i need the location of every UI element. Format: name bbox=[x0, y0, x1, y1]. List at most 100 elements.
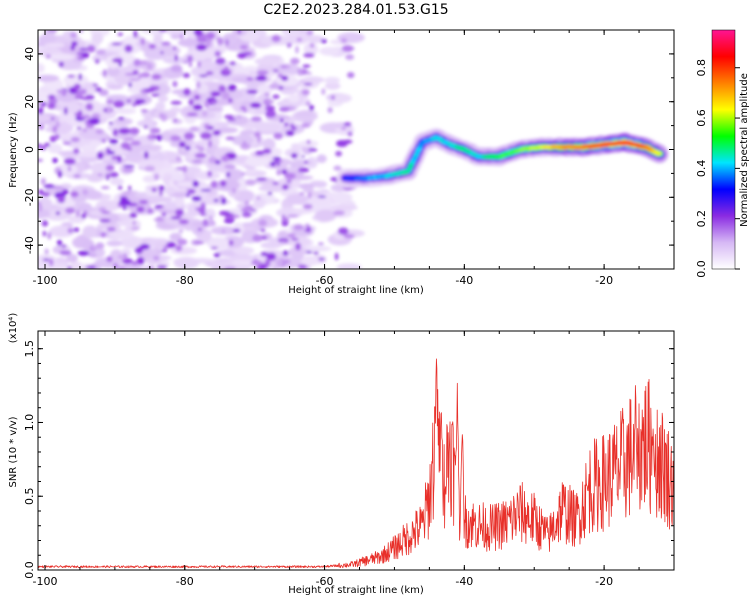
noise-speckle bbox=[117, 155, 122, 164]
noise-speckle bbox=[129, 78, 140, 82]
noise-speckle bbox=[221, 229, 225, 234]
noise-blob bbox=[215, 179, 241, 192]
noise-speckle bbox=[100, 186, 110, 190]
noise-speckle bbox=[112, 128, 118, 137]
noise-blob bbox=[236, 177, 248, 191]
noise-blob bbox=[292, 207, 314, 215]
noise-speckle bbox=[291, 237, 299, 241]
noise-speckle bbox=[148, 43, 157, 50]
noise-speckle bbox=[337, 227, 349, 235]
noise-speckle bbox=[208, 156, 217, 164]
noise-speckle bbox=[184, 145, 191, 151]
noise-speckle bbox=[38, 189, 45, 195]
noise-blob bbox=[303, 245, 332, 252]
noise-speckle bbox=[62, 141, 72, 145]
noise-speckle bbox=[239, 44, 249, 50]
noise-speckle bbox=[151, 93, 160, 97]
noise-speckle bbox=[304, 160, 308, 164]
spectrogram-panel: -100 -80 -60 -40 -20 -40 -20 0 20 40 Height of st… bbox=[8, 29, 675, 296]
noise-speckle bbox=[97, 173, 103, 177]
noise-speckle bbox=[117, 254, 126, 260]
noise-speckle bbox=[197, 228, 202, 231]
noise-blob bbox=[140, 30, 166, 35]
noise-speckle bbox=[136, 206, 145, 213]
noise-speckle bbox=[153, 255, 160, 261]
noise-blob bbox=[288, 94, 300, 103]
snr-xtick-label: -40 bbox=[455, 575, 473, 588]
noise-speckle bbox=[343, 234, 355, 239]
noise-speckle bbox=[280, 64, 287, 69]
noise-blob bbox=[66, 253, 78, 263]
spectrogram-ytick-label: 20 bbox=[23, 95, 36, 109]
noise-speckle bbox=[126, 99, 132, 103]
noise-speckle bbox=[43, 184, 55, 189]
noise-speckle bbox=[86, 44, 96, 53]
noise-speckle bbox=[250, 116, 262, 122]
noise-blob bbox=[106, 240, 123, 247]
ridge-blob bbox=[656, 151, 663, 156]
noise-speckle bbox=[281, 75, 289, 81]
noise-speckle bbox=[124, 44, 133, 53]
noise-speckle bbox=[279, 240, 288, 244]
snr-xlabel: Height of straight line (km) bbox=[288, 585, 424, 596]
noise-speckle bbox=[305, 250, 313, 254]
noise-speckle bbox=[276, 259, 285, 267]
noise-blob bbox=[109, 177, 124, 186]
noise-speckle bbox=[48, 97, 58, 105]
noise-speckle bbox=[205, 123, 209, 131]
noise-speckle bbox=[111, 42, 122, 46]
noise-blob bbox=[114, 73, 134, 86]
noise-speckle bbox=[109, 138, 119, 145]
noise-speckle bbox=[187, 188, 196, 194]
noise-speckle bbox=[122, 167, 135, 173]
noise-speckle bbox=[160, 249, 168, 253]
noise-speckle bbox=[244, 200, 250, 205]
noise-speckle bbox=[67, 166, 72, 172]
noise-speckle bbox=[70, 31, 78, 39]
noise-blob bbox=[136, 119, 155, 128]
noise-speckle bbox=[331, 95, 335, 101]
noise-blob bbox=[90, 161, 112, 174]
noise-speckle bbox=[302, 64, 311, 68]
noise-blob bbox=[187, 203, 203, 217]
noise-speckle bbox=[67, 266, 72, 269]
noise-speckle bbox=[205, 32, 216, 40]
noise-speckle bbox=[174, 54, 178, 62]
noise-speckle bbox=[229, 61, 237, 66]
noise-speckle bbox=[183, 88, 191, 96]
noise-blob bbox=[332, 93, 352, 103]
noise-speckle bbox=[232, 228, 241, 233]
noise-speckle bbox=[106, 226, 116, 232]
noise-speckle bbox=[306, 226, 311, 233]
noise-speckle bbox=[40, 177, 46, 186]
noise-speckle bbox=[313, 251, 319, 255]
noise-speckle bbox=[213, 252, 221, 258]
snr-scale-label: (x10⁴) bbox=[8, 313, 19, 344]
noise-speckle bbox=[272, 94, 280, 99]
noise-speckle bbox=[63, 157, 76, 165]
noise-speckle bbox=[262, 148, 272, 154]
spectrogram-xlabel: Height of straight line (km) bbox=[288, 285, 424, 296]
noise-speckle bbox=[182, 165, 188, 174]
noise-speckle bbox=[189, 126, 200, 132]
noise-speckle bbox=[335, 150, 343, 157]
noise-speckle bbox=[271, 34, 281, 43]
colorbar-ticks: 0.0 0.2 0.4 0.6 0.8 bbox=[695, 59, 740, 278]
noise-speckle bbox=[226, 171, 231, 178]
noise-blob bbox=[277, 178, 291, 185]
colorbar-tick-label: 0.8 bbox=[695, 59, 708, 77]
noise-speckle bbox=[250, 102, 262, 109]
noise-blob bbox=[285, 193, 309, 205]
noise-speckle bbox=[52, 186, 64, 190]
noise-speckle bbox=[225, 38, 229, 47]
noise-blob bbox=[173, 256, 200, 269]
noise-speckle bbox=[282, 250, 289, 256]
noise-blob bbox=[38, 113, 51, 123]
figure-title: C2E2.2023.284.01.53.G15 bbox=[263, 2, 448, 18]
spectrogram-ytick-label: 0 bbox=[23, 146, 36, 153]
noise-blob bbox=[70, 261, 83, 269]
noise-speckle bbox=[284, 122, 289, 127]
noise-speckle bbox=[215, 57, 226, 65]
noise-blob bbox=[46, 121, 74, 135]
noise-speckle bbox=[109, 171, 119, 178]
